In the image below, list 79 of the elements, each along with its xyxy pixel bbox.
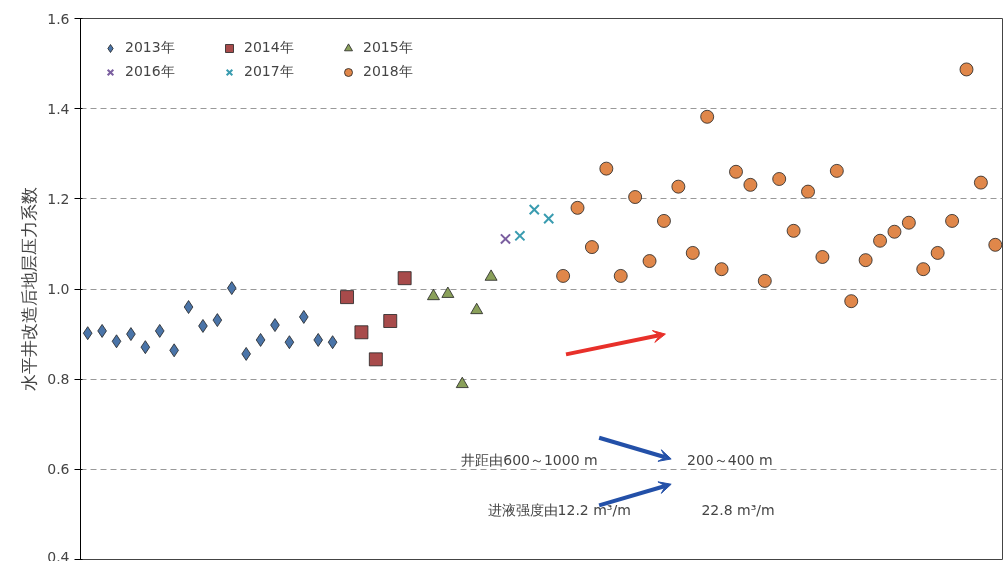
point bbox=[140, 340, 151, 355]
point bbox=[270, 318, 280, 332]
point bbox=[585, 240, 599, 254]
point bbox=[183, 300, 194, 314]
point bbox=[470, 302, 484, 315]
point bbox=[241, 347, 251, 361]
point bbox=[313, 333, 323, 347]
point bbox=[543, 213, 555, 225]
point bbox=[284, 335, 295, 350]
point bbox=[613, 269, 628, 283]
point bbox=[327, 335, 338, 350]
point bbox=[757, 274, 772, 288]
point bbox=[111, 334, 122, 349]
point bbox=[397, 271, 412, 286]
point bbox=[299, 310, 309, 324]
legend-label: 2013年 bbox=[125, 39, 176, 57]
point bbox=[354, 325, 369, 340]
point bbox=[657, 214, 671, 228]
point bbox=[642, 254, 657, 268]
point bbox=[528, 204, 540, 216]
legend-label: 2015年 bbox=[363, 39, 414, 57]
point bbox=[815, 250, 830, 264]
y-tick-label: 1.4 bbox=[47, 100, 70, 117]
point bbox=[858, 253, 873, 268]
point bbox=[484, 269, 498, 281]
point bbox=[729, 164, 743, 179]
y-tick-label: 1.2 bbox=[47, 190, 70, 207]
point bbox=[514, 230, 526, 242]
point bbox=[829, 163, 844, 178]
point bbox=[82, 326, 93, 341]
point bbox=[628, 190, 643, 204]
legend-label: 2018年 bbox=[363, 63, 414, 81]
point bbox=[368, 352, 383, 367]
y-tick-label: 1.0 bbox=[47, 281, 70, 297]
legend-label: 2017年 bbox=[244, 63, 295, 81]
y-tick-label: 1.6 bbox=[47, 10, 70, 27]
point bbox=[427, 288, 440, 301]
point bbox=[916, 262, 931, 277]
point bbox=[700, 109, 715, 124]
point bbox=[988, 237, 1003, 252]
point bbox=[959, 62, 974, 77]
point bbox=[786, 223, 801, 238]
point bbox=[945, 214, 959, 228]
legend-label: 2014年 bbox=[244, 39, 295, 57]
point bbox=[227, 281, 237, 295]
annotation: 进液强度由12.2 m³/m bbox=[487, 501, 631, 518]
point bbox=[714, 262, 729, 277]
point bbox=[901, 215, 916, 230]
point bbox=[97, 324, 107, 338]
point bbox=[383, 314, 398, 328]
point bbox=[340, 290, 354, 305]
y-tick-label: 0.6 bbox=[47, 461, 70, 478]
point bbox=[198, 319, 208, 333]
legend-label: 2016年 bbox=[125, 63, 176, 81]
point bbox=[255, 333, 266, 347]
y-axis-title: 水平井改造后地层压力系数 bbox=[19, 187, 40, 391]
point bbox=[887, 224, 902, 239]
point bbox=[556, 269, 571, 283]
point bbox=[570, 200, 585, 215]
annotation: 22.8 m³/m bbox=[701, 501, 775, 518]
point bbox=[873, 233, 887, 248]
y-tick-label: 0.4 bbox=[47, 548, 70, 561]
point bbox=[441, 286, 455, 298]
point bbox=[801, 184, 815, 199]
point bbox=[743, 177, 758, 192]
annotation: 井距由600～1000 m bbox=[461, 452, 598, 469]
point bbox=[973, 175, 988, 190]
point bbox=[155, 324, 165, 338]
point bbox=[212, 313, 223, 328]
point bbox=[844, 294, 859, 309]
point bbox=[499, 233, 512, 245]
point bbox=[930, 246, 945, 260]
point bbox=[599, 161, 614, 176]
point bbox=[671, 179, 686, 194]
annotation: 200～400 m bbox=[687, 452, 773, 469]
point bbox=[772, 172, 787, 186]
point bbox=[685, 246, 700, 260]
y-tick-label: 0.8 bbox=[47, 371, 70, 388]
point bbox=[126, 327, 136, 341]
